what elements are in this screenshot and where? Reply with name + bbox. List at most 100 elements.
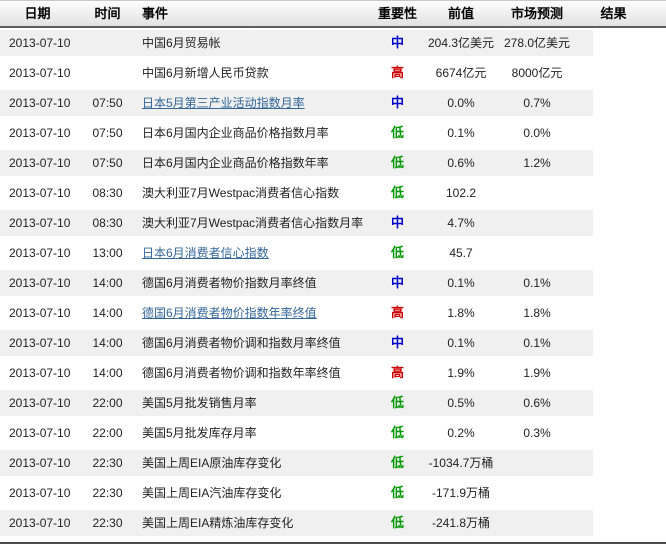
cell-event: 澳大利亚7月Westpac消费者信心指数月率 (142, 216, 364, 230)
table-row: 2013-07-10 07:50 日本5月第三产业活动指数月率 中 0.0% 0… (0, 88, 666, 118)
cell-result (593, 178, 666, 208)
cell-result (593, 88, 666, 118)
cell-result (593, 118, 666, 148)
cell-previous: 1.9% (447, 366, 475, 380)
importance-badge: 高 (390, 305, 404, 320)
cell-event: 日本6月国内企业商品价格指数月率 (142, 126, 329, 140)
event-link[interactable]: 德国6月消费者物价指数年率终值 (142, 306, 317, 320)
cell-result (593, 478, 666, 508)
table-row: 2013-07-10 08:30 澳大利亚7月Westpac消费者信心指数月率 … (0, 208, 666, 238)
cell-time: 14:00 (92, 336, 123, 350)
cell-result (593, 328, 666, 358)
cell-previous: 0.1% (447, 126, 475, 140)
header-importance: 重要性 (377, 6, 417, 21)
cell-event: 德国6月消费者物价指数年率终值 (140, 300, 370, 326)
cell-date: 2013-07-10 (9, 216, 71, 230)
cell-event: 美国5月批发库存月率 (142, 426, 257, 440)
header-previous: 前值 (447, 6, 474, 21)
cell-previous: 1.8% (447, 306, 475, 320)
cell-date: 2013-07-10 (9, 276, 71, 290)
row-stripe: 2013-07-10 22:30 美国上周EIA原油库存变化 低 -1034.7… (0, 450, 593, 476)
row-stripe: 2013-07-10 07:50 日本5月第三产业活动指数月率 中 0.0% 0… (0, 90, 593, 116)
cell-date: 2013-07-10 (9, 306, 71, 320)
table-row: 2013-07-10 22:30 美国上周EIA精炼油库存变化 低 -241.8… (0, 508, 666, 538)
cell-result (593, 208, 666, 238)
cell-previous: 4.7% (447, 216, 475, 230)
cell-date: 2013-07-10 (9, 366, 71, 380)
row-stripe: 2013-07-10 22:00 美国5月批发库存月率 低 0.2% 0.3% (0, 420, 593, 446)
cell-previous: 102.2 (445, 186, 477, 200)
table-row: 2013-07-10 14:00 德国6月消费者物价调和指数月率终值 中 0.1… (0, 328, 666, 358)
event-link[interactable]: 日本5月第三产业活动指数月率 (142, 96, 305, 110)
table-row: 2013-07-10 22:30 美国上周EIA原油库存变化 低 -1034.7… (0, 448, 666, 478)
event-link[interactable]: 日本6月消费者信心指数 (142, 246, 269, 260)
table-row: 2013-07-10 13:00 日本6月消费者信心指数 低 45.7 (0, 238, 666, 268)
cell-forecast (497, 510, 577, 536)
cell-previous: 6674亿元 (435, 66, 487, 80)
cell-previous: -1034.7万桶 (428, 456, 494, 470)
cell-previous: 0.0% (447, 96, 475, 110)
row-stripe: 2013-07-10 22:30 美国上周EIA汽油库存变化 低 -171.9万… (0, 480, 593, 506)
cell-event: 澳大利亚7月Westpac消费者信心指数 (142, 186, 340, 200)
row-stripe: 2013-07-10 14:00 德国6月消费者物价调和指数月率终值 中 0.1… (0, 330, 593, 356)
importance-badge: 中 (390, 95, 404, 110)
cell-date: 2013-07-10 (9, 396, 71, 410)
row-stripe: 2013-07-10 14:00 德国6月消费者物价调和指数年率终值 高 1.9… (0, 360, 593, 386)
table-row: 2013-07-10 14:00 德国6月消费者物价指数月率终值 中 0.1% … (0, 268, 666, 298)
importance-badge: 低 (390, 245, 404, 260)
cell-result (593, 448, 666, 478)
cell-result (593, 418, 666, 448)
cell-result (593, 298, 666, 328)
cell-previous: 0.2% (447, 426, 475, 440)
header-date: 日期 (24, 6, 51, 21)
row-stripe: 2013-07-10 14:00 德国6月消费者物价指数月率终值 中 0.1% … (0, 270, 593, 296)
table-row: 2013-07-10 22:00 美国5月批发销售月率 低 0.5% 0.6% (0, 388, 666, 418)
cell-date: 2013-07-10 (9, 36, 71, 50)
importance-badge: 中 (390, 275, 404, 290)
row-stripe: 2013-07-10 07:50 日本6月国内企业商品价格指数年率 低 0.6%… (0, 150, 593, 176)
cell-time: 22:00 (92, 396, 123, 410)
cell-event: 德国6月消费者物价调和指数月率终值 (142, 336, 341, 350)
cell-forecast (497, 480, 577, 506)
importance-badge: 低 (390, 425, 404, 440)
table-row: 2013-07-10 08:30 澳大利亚7月Westpac消费者信心指数 低 … (0, 178, 666, 208)
cell-event: 中国6月贸易帐 (142, 36, 221, 50)
cell-previous: 0.1% (447, 276, 475, 290)
table-row: 2013-07-10 中国6月贸易帐 中 204.3亿美元 278.0亿美元 (0, 28, 666, 58)
cell-forecast: 0.3% (523, 426, 551, 440)
cell-date: 2013-07-10 (9, 156, 71, 170)
cell-time (75, 30, 140, 56)
cell-event: 美国上周EIA汽油库存变化 (142, 486, 282, 500)
importance-badge: 高 (390, 65, 404, 80)
cell-previous: -171.9万桶 (431, 486, 491, 500)
cell-time: 22:30 (92, 486, 123, 500)
cell-date: 2013-07-10 (9, 486, 71, 500)
cell-result (593, 358, 666, 388)
cell-event: 德国6月消费者物价指数月率终值 (142, 276, 317, 290)
cell-date: 2013-07-10 (9, 246, 71, 260)
cell-time: 14:00 (92, 366, 123, 380)
cell-event: 美国上周EIA原油库存变化 (142, 456, 282, 470)
cell-date: 2013-07-10 (9, 336, 71, 350)
cell-result (593, 388, 666, 418)
cell-time: 13:00 (92, 246, 123, 260)
table-body: 2013-07-10 中国6月贸易帐 中 204.3亿美元 278.0亿美元 2… (0, 28, 666, 538)
cell-event: 德国6月消费者物价调和指数年率终值 (142, 366, 341, 380)
cell-forecast: 278.0亿美元 (503, 36, 571, 50)
importance-badge: 低 (390, 185, 404, 200)
table-row: 2013-07-10 22:30 美国上周EIA汽油库存变化 低 -171.9万… (0, 478, 666, 508)
cell-time: 07:50 (92, 156, 123, 170)
cell-event: 日本5月第三产业活动指数月率 (140, 90, 370, 116)
importance-badge: 低 (390, 125, 404, 140)
cell-forecast: 0.6% (523, 396, 551, 410)
importance-badge: 低 (390, 515, 404, 530)
cell-event: 日本6月国内企业商品价格指数年率 (142, 156, 329, 170)
table-row: 2013-07-10 14:00 德国6月消费者物价调和指数年率终值 高 1.9… (0, 358, 666, 388)
importance-badge: 中 (390, 335, 404, 350)
cell-time: 22:30 (92, 456, 123, 470)
row-stripe: 2013-07-10 中国6月贸易帐 中 204.3亿美元 278.0亿美元 (0, 30, 593, 56)
cell-time: 14:00 (92, 276, 123, 290)
row-stripe: 2013-07-10 14:00 德国6月消费者物价指数年率终值 高 1.8% … (0, 300, 593, 326)
importance-badge: 中 (390, 215, 404, 230)
